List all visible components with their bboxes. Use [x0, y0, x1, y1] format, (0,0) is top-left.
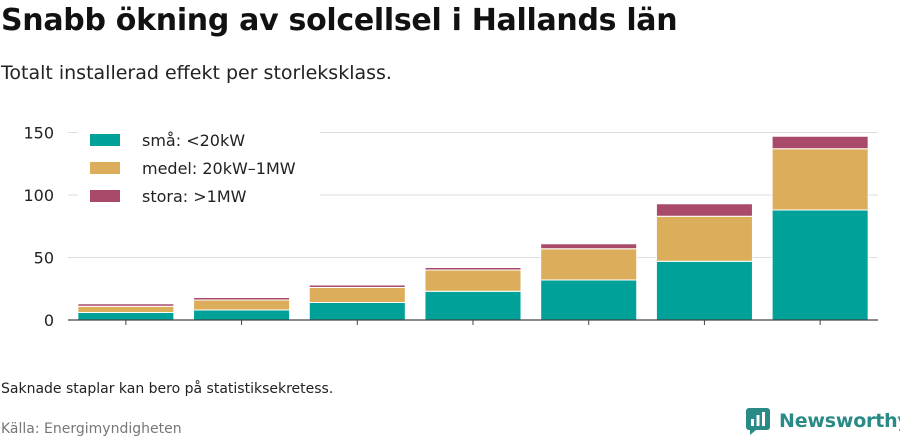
bar-segment-1 — [424, 290, 522, 321]
stacked-bar-chart: 0 50 100 150 2016 2017 2018 2019 2020 2021 2022 små… — [23, 124, 878, 335]
bar-segment-2 — [655, 215, 753, 262]
x-tick-label: 2019 — [453, 333, 494, 335]
y-tick-label: 0 — [44, 311, 54, 330]
bar-segment-2 — [771, 148, 869, 211]
legend-swatch — [90, 162, 120, 174]
bar-segment-1 — [771, 209, 869, 321]
bar-segment-2 — [308, 287, 406, 303]
x-tick-label: 2016 — [105, 333, 146, 335]
x-tick-label: 2020 — [568, 333, 609, 335]
bar-segment-2 — [193, 299, 291, 311]
newsworthy-logo-icon — [746, 408, 770, 435]
bar-segment-2 — [424, 269, 522, 292]
chart-source: Källa: Energimyndigheten — [1, 421, 182, 437]
chart-title: Snabb ökning av solcellsel i Hallands lä… — [1, 3, 678, 38]
bar-segment-3 — [308, 284, 406, 288]
newsworthy-brand: Newsworthy — [745, 407, 900, 435]
bar-segment-3 — [424, 267, 522, 271]
chart-subtitle: Totalt installerad effekt per storlekskl… — [1, 62, 392, 84]
legend-swatch — [90, 190, 120, 202]
bar-segment-1 — [655, 260, 753, 321]
bar-segment-1 — [193, 309, 291, 321]
y-tick-label: 100 — [23, 186, 54, 205]
bar-segment-3 — [193, 297, 291, 301]
bar-segment-1 — [540, 279, 638, 321]
brand-name: Newsworthy — [779, 410, 900, 432]
bar-segment-2 — [540, 248, 638, 281]
bar-segment-2 — [77, 305, 175, 313]
legend-label: medel: 20kW–1MW — [142, 159, 296, 178]
y-tick-label: 50 — [34, 249, 54, 268]
x-tick-label: 2022 — [800, 333, 841, 335]
bar-segment-3 — [540, 243, 638, 250]
y-tick-label: 150 — [23, 124, 54, 143]
bar-segment-1 — [77, 312, 175, 321]
x-tick-label: 2018 — [337, 333, 378, 335]
x-tick-label: 2021 — [684, 333, 725, 335]
bar-segment-3 — [655, 203, 753, 217]
bar-segment-3 — [77, 303, 175, 307]
chart-note: Saknade staplar kan bero på statistiksek… — [1, 381, 334, 397]
legend-swatch — [90, 134, 120, 146]
x-tick-label: 2017 — [221, 333, 262, 335]
bar-segment-1 — [308, 302, 406, 321]
legend-label: stora: >1MW — [142, 187, 247, 206]
legend-label: små: <20kW — [142, 131, 245, 150]
bar-segment-3 — [771, 135, 869, 150]
